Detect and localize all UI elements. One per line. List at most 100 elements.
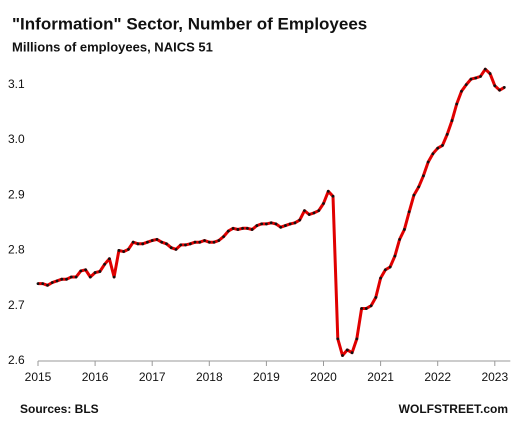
- point: [193, 240, 197, 244]
- point: [388, 265, 392, 269]
- point: [479, 74, 482, 78]
- point: [360, 307, 363, 310]
- point: [469, 77, 473, 81]
- point: [127, 247, 130, 251]
- point: [441, 144, 444, 147]
- point: [341, 354, 344, 357]
- point: [112, 275, 116, 279]
- point: [383, 268, 387, 272]
- point: [298, 218, 302, 222]
- point: [179, 243, 183, 247]
- point: [502, 86, 506, 89]
- point: [60, 277, 64, 281]
- point: [336, 337, 340, 341]
- point: [188, 242, 192, 246]
- chart-title: "Information" Sector, Number of Employee…: [12, 14, 367, 33]
- point: [322, 202, 325, 205]
- point: [274, 222, 278, 226]
- point: [98, 270, 102, 273]
- point: [231, 226, 235, 230]
- point: [350, 351, 354, 355]
- point: [103, 262, 107, 266]
- point: [250, 228, 254, 231]
- point: [412, 193, 416, 197]
- point: [155, 238, 159, 241]
- point: [36, 282, 40, 286]
- x-tick-label: 2020: [310, 370, 337, 384]
- point: [445, 132, 449, 136]
- point: [46, 283, 49, 287]
- point: [107, 257, 111, 261]
- point: [474, 76, 478, 80]
- point: [146, 240, 149, 244]
- y-tick-label: 2.9: [8, 187, 25, 201]
- point: [307, 213, 311, 216]
- point: [498, 88, 501, 92]
- point: [345, 348, 349, 352]
- point: [241, 226, 245, 230]
- point: [460, 89, 463, 93]
- x-tick-label: 2023: [481, 370, 508, 384]
- x-tick-label: 2019: [253, 370, 280, 384]
- point: [493, 84, 497, 88]
- y-tick-label: 2.6: [8, 353, 25, 367]
- point: [417, 185, 421, 189]
- point: [422, 174, 425, 178]
- point: [245, 226, 249, 230]
- y-tick-label: 3.1: [8, 77, 25, 91]
- point: [207, 240, 211, 244]
- point: [141, 242, 145, 246]
- x-tick-label: 2017: [139, 370, 166, 384]
- point: [364, 307, 368, 310]
- chart-subtitle: Millions of employees, NAICS 51: [12, 39, 213, 54]
- point: [226, 229, 230, 233]
- point: [450, 119, 454, 122]
- point: [317, 209, 321, 213]
- point: [260, 222, 264, 226]
- point: [398, 238, 402, 241]
- point: [326, 189, 330, 193]
- point: [69, 275, 73, 279]
- point: [222, 235, 225, 239]
- point: [122, 250, 126, 253]
- source: Sources: BLS: [20, 402, 99, 416]
- point: [374, 296, 378, 299]
- x-tick-label: 2016: [82, 370, 109, 384]
- point: [369, 304, 373, 308]
- point: [269, 221, 273, 225]
- point: [198, 240, 202, 244]
- point: [483, 67, 487, 71]
- point: [355, 337, 359, 341]
- point: [174, 247, 178, 251]
- point: [288, 222, 292, 226]
- point: [455, 102, 459, 106]
- point: [93, 271, 97, 274]
- point: [426, 160, 430, 164]
- y-tick-label: 2.7: [8, 298, 25, 312]
- point: [293, 221, 297, 225]
- point: [393, 254, 397, 258]
- point: [88, 275, 92, 279]
- point: [217, 239, 221, 242]
- point: [212, 240, 216, 244]
- point: [402, 228, 406, 231]
- point: [160, 240, 164, 244]
- y-tick-label: 3.0: [8, 132, 25, 146]
- point: [331, 194, 335, 198]
- point: [55, 279, 59, 283]
- point: [150, 239, 154, 242]
- point: [431, 152, 435, 156]
- x-tick-label: 2021: [367, 370, 394, 384]
- point: [279, 225, 283, 229]
- point: [379, 276, 382, 280]
- point: [165, 242, 168, 246]
- point: [169, 246, 173, 250]
- point: [65, 277, 68, 281]
- point: [488, 72, 492, 75]
- point: [312, 211, 316, 215]
- point: [464, 83, 468, 87]
- point: [50, 281, 54, 284]
- y-tick-label: 2.8: [8, 243, 25, 257]
- point: [284, 224, 287, 227]
